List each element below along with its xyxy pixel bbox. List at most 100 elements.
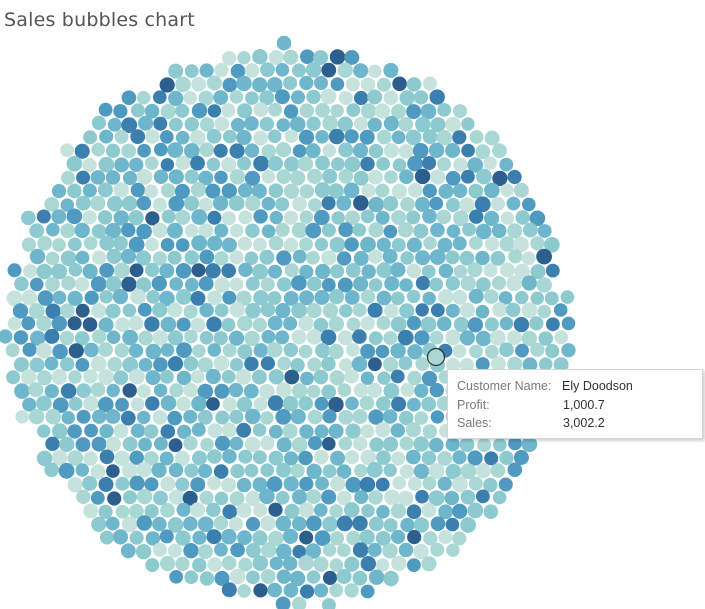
customer-bubble[interactable] [67, 450, 84, 466]
customer-bubble[interactable] [368, 278, 383, 292]
customer-bubble[interactable] [207, 210, 222, 225]
customer-bubble[interactable] [445, 437, 460, 452]
customer-bubble[interactable] [267, 315, 283, 331]
customer-bubble[interactable] [75, 195, 91, 211]
customer-bubble[interactable] [306, 570, 321, 584]
customer-bubble[interactable] [499, 157, 514, 172]
customer-bubble[interactable] [59, 436, 75, 452]
customer-bubble[interactable] [207, 476, 222, 490]
customer-bubble[interactable] [345, 423, 361, 439]
customer-bubble[interactable] [51, 315, 67, 332]
customer-bubble[interactable] [113, 182, 129, 198]
customer-bubble[interactable] [244, 330, 260, 347]
customer-bubble[interactable] [51, 209, 67, 225]
customer-bubble[interactable] [284, 129, 299, 143]
customer-bubble[interactable] [269, 210, 283, 225]
customer-bubble[interactable] [122, 303, 137, 318]
customer-bubble[interactable] [160, 104, 176, 120]
customer-bubble[interactable] [245, 543, 261, 558]
customer-bubble[interactable] [260, 302, 276, 318]
customer-bubble[interactable] [91, 115, 106, 130]
customer-bubble[interactable] [383, 224, 398, 239]
customer-bubble[interactable] [184, 570, 198, 584]
customer-bubble[interactable] [137, 302, 152, 317]
customer-bubble[interactable] [253, 237, 267, 252]
customer-bubble[interactable] [190, 502, 205, 518]
customer-bubble[interactable] [376, 558, 390, 572]
customer-bubble[interactable] [391, 451, 406, 466]
customer-bubble[interactable] [437, 157, 451, 172]
customer-bubble[interactable] [214, 251, 229, 266]
customer-bubble[interactable] [129, 530, 144, 545]
customer-bubble[interactable] [58, 462, 75, 479]
customer-bubble[interactable] [153, 116, 168, 131]
customer-bubble[interactable] [214, 223, 229, 238]
customer-bubble[interactable] [198, 90, 214, 106]
customer-bubble[interactable] [475, 223, 492, 240]
customer-bubble[interactable] [184, 463, 199, 478]
customer-bubble[interactable] [144, 451, 159, 466]
customer-bubble[interactable] [191, 76, 207, 92]
customer-bubble[interactable] [368, 357, 382, 372]
customer-bubble[interactable] [29, 277, 44, 292]
customer-bubble[interactable] [313, 50, 329, 66]
customer-bubble[interactable] [199, 490, 214, 505]
customer-bubble[interactable] [114, 343, 129, 358]
customer-bubble[interactable] [337, 62, 353, 78]
customer-bubble[interactable] [391, 104, 406, 119]
customer-bubble[interactable] [183, 409, 198, 424]
customer-bubble[interactable] [245, 303, 261, 319]
customer-bubble[interactable] [391, 210, 406, 225]
customer-bubble[interactable] [199, 117, 215, 132]
customer-bubble[interactable] [415, 250, 431, 266]
customer-bubble[interactable] [469, 344, 483, 359]
customer-bubble[interactable] [167, 543, 182, 558]
customer-bubble[interactable] [345, 77, 360, 92]
customer-bubble[interactable] [114, 157, 129, 173]
customer-bubble[interactable] [430, 516, 446, 531]
customer-bubble[interactable] [422, 183, 437, 198]
customer-bubble[interactable] [352, 409, 368, 425]
customer-bubble[interactable] [252, 317, 267, 332]
customer-bubble[interactable] [499, 342, 514, 358]
customer-bubble[interactable] [328, 423, 344, 439]
customer-bubble[interactable] [436, 130, 452, 146]
customer-bubble[interactable] [292, 196, 307, 212]
customer-bubble[interactable] [300, 371, 314, 386]
customer-bubble[interactable] [391, 529, 406, 545]
customer-bubble[interactable] [113, 210, 129, 226]
customer-bubble[interactable] [105, 222, 121, 239]
customer-bubble[interactable] [267, 582, 283, 598]
customer-bubble[interactable] [399, 303, 415, 319]
customer-bubble[interactable] [190, 477, 206, 493]
customer-bubble[interactable] [207, 557, 222, 572]
customer-bubble[interactable] [223, 129, 237, 144]
customer-bubble[interactable] [122, 356, 139, 373]
customer-bubble[interactable] [314, 530, 331, 546]
customer-bubble[interactable] [221, 555, 237, 571]
customer-bubble[interactable] [321, 223, 336, 238]
customer-bubble[interactable] [446, 357, 460, 372]
customer-bubble[interactable] [299, 210, 314, 224]
customer-bubble[interactable] [106, 248, 122, 264]
customer-bubble[interactable] [253, 290, 269, 306]
customer-bubble[interactable] [422, 291, 436, 306]
customer-bubble[interactable] [283, 210, 299, 225]
customer-bubble[interactable] [290, 463, 305, 478]
customer-bubble[interactable] [228, 516, 243, 532]
customer-bubble[interactable] [474, 196, 491, 213]
customer-bubble[interactable] [237, 236, 252, 251]
customer-bubble[interactable] [129, 450, 144, 465]
customer-bubble[interactable] [400, 251, 414, 265]
customer-bubble[interactable] [68, 370, 82, 384]
customer-bubble[interactable] [268, 530, 284, 547]
customer-bubble[interactable] [337, 116, 353, 132]
customer-bubble[interactable] [37, 236, 52, 251]
customer-bubble[interactable] [515, 343, 529, 358]
customer-bubble[interactable] [221, 369, 236, 384]
customer-bubble[interactable] [331, 211, 345, 225]
customer-bubble[interactable] [300, 584, 315, 599]
customer-bubble[interactable] [113, 370, 129, 385]
customer-bubble[interactable] [422, 476, 437, 491]
customer-bubble[interactable] [423, 236, 437, 250]
